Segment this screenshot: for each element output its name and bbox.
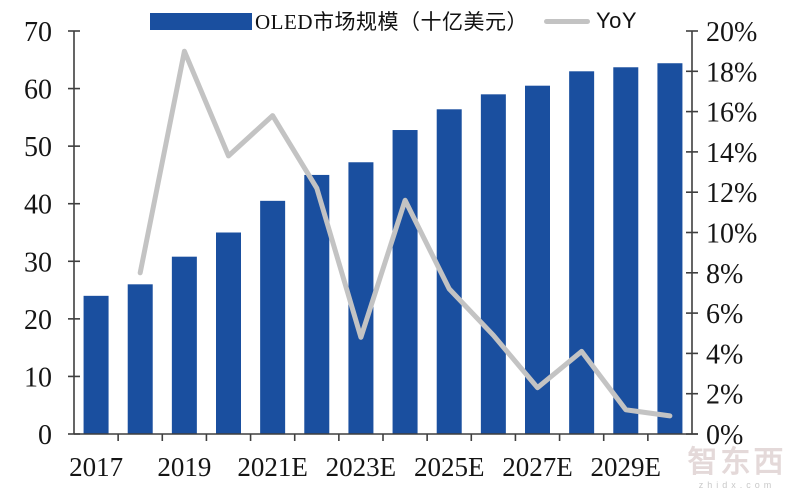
line-series-swatch-icon <box>544 18 590 24</box>
bar-series-swatch-icon <box>150 12 252 30</box>
x-axis-label: 2023E <box>326 452 397 482</box>
y-axis-right-label: 18% <box>706 57 757 88</box>
y-axis-left-label: 20 <box>24 305 52 336</box>
bar-2017 <box>83 295 109 434</box>
bar-2021E <box>260 200 286 434</box>
x-axis-label: 2027E <box>502 452 573 482</box>
y-axis-left-label: 70 <box>24 17 52 48</box>
x-axis-label: 2019 <box>157 452 211 482</box>
bar-2024E <box>392 130 418 434</box>
legend: OLED市场规模（十亿美元） YoY <box>150 6 637 36</box>
bar-2018 <box>127 284 153 434</box>
line-series-label: YoY <box>596 8 638 33</box>
y-axis-right-label: 0% <box>706 420 743 451</box>
x-axis-label: 2021E <box>237 452 308 482</box>
y-axis-right-label: 16% <box>706 98 757 129</box>
y-axis-right-label: 10% <box>706 219 757 250</box>
bar-series-label: OLED市场规模（十亿美元） <box>255 10 528 34</box>
y-axis-left-label: 30 <box>24 247 52 278</box>
y-axis-left-label: 0 <box>38 420 52 451</box>
bar-2029E <box>613 67 639 435</box>
bar-2019 <box>171 256 197 434</box>
x-axis-label: 2017 <box>69 452 123 482</box>
y-axis-right-label: 4% <box>706 339 743 370</box>
y-axis-right-label: 14% <box>706 138 757 169</box>
y-axis-left-label: 50 <box>24 132 52 163</box>
x-axis-label: 2025E <box>414 452 485 482</box>
legend-item-bar-series: OLED市场规模（十亿美元） <box>150 6 528 36</box>
y-axis-right-label: 2% <box>706 380 743 411</box>
y-axis-right-label: 8% <box>706 259 743 290</box>
y-axis-left-label: 10 <box>24 362 52 393</box>
y-axis-left-label: 60 <box>24 75 52 106</box>
x-axis-label: 2029E <box>591 452 662 482</box>
bar-2028E <box>569 71 595 435</box>
bar-2023E <box>348 162 374 434</box>
y-axis-right-label: 6% <box>706 299 743 330</box>
legend-item-line-series: YoY <box>528 8 637 34</box>
y-axis-right-label: 12% <box>706 178 757 209</box>
y-axis-right-label: 20% <box>706 17 757 48</box>
bar-2030E <box>657 63 683 435</box>
bar-2020 <box>216 232 241 434</box>
y-axis-left-label: 40 <box>24 190 52 221</box>
bar-2026E <box>480 94 506 434</box>
yoy-line <box>137 48 673 419</box>
